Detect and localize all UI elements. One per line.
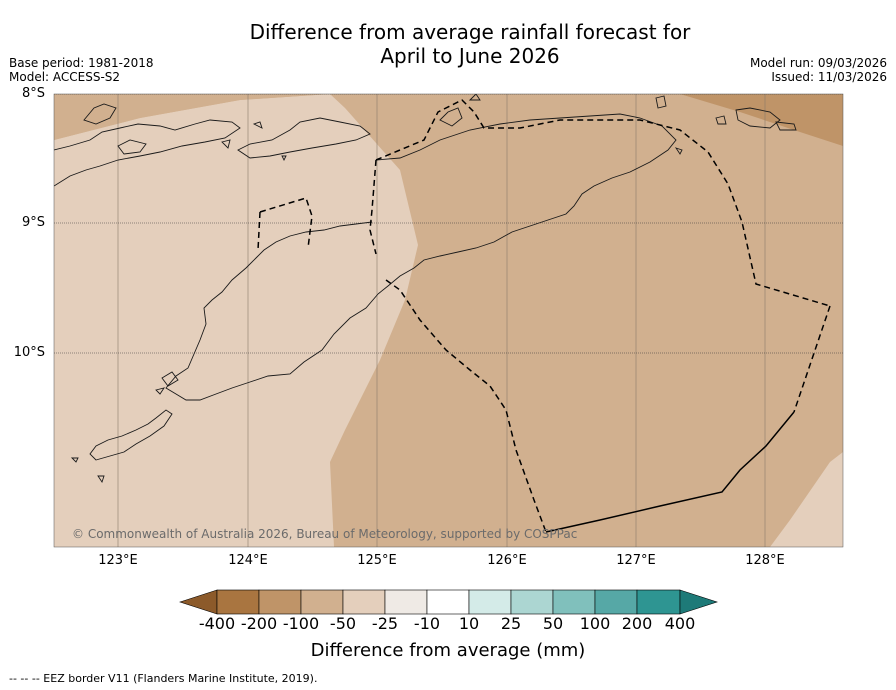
zone-minus-100-northeast bbox=[680, 94, 843, 146]
lat-label-9s: 9°S bbox=[21, 215, 45, 230]
zone-minus-25-southeast bbox=[770, 452, 843, 547]
colorbar-label: -50 bbox=[329, 614, 357, 633]
coastlines bbox=[54, 94, 797, 484]
meta-left: Base period: 1981-2018 Model: ACCESS-S2 bbox=[9, 56, 154, 84]
lon-label-126e: 126°E bbox=[487, 553, 527, 568]
colorbar-label: -400 bbox=[198, 614, 236, 633]
eez-border bbox=[257, 99, 831, 533]
model-run: Model run: 09/03/2026 bbox=[749, 56, 887, 70]
lat-label-8s: 8°S bbox=[21, 86, 45, 101]
colorbar-label: 25 bbox=[500, 614, 522, 633]
colorbar-label: -100 bbox=[282, 614, 320, 633]
zone-minus-25-west bbox=[54, 94, 418, 547]
base-period: Base period: 1981-2018 bbox=[9, 56, 154, 70]
title-line-1: Difference from average rainfall forecas… bbox=[249, 20, 691, 44]
colorbar-label: 400 bbox=[664, 614, 696, 633]
copyright-notice: © Commonwealth of Australia 2026, Bureau… bbox=[72, 527, 577, 541]
title-line-2: April to June 2026 bbox=[380, 44, 560, 68]
colorbar-label: 200 bbox=[621, 614, 653, 633]
colorbar-label: -10 bbox=[413, 614, 441, 633]
colorbar-label: 100 bbox=[579, 614, 611, 633]
lat-label-10s: 10°S bbox=[13, 345, 45, 360]
lon-label-128e: 128°E bbox=[745, 553, 785, 568]
eez-footer-note: -- -- -- EEZ border V11 (Flanders Marine… bbox=[9, 672, 318, 685]
colorbar-label: 50 bbox=[542, 614, 564, 633]
lon-label-125e: 125°E bbox=[357, 553, 397, 568]
latitude-gridlines bbox=[54, 94, 843, 354]
colorbar-label: 10 bbox=[458, 614, 480, 633]
eez-solid-segment bbox=[545, 411, 795, 533]
colorbar-label: -200 bbox=[240, 614, 278, 633]
lon-label-123e: 123°E bbox=[98, 553, 138, 568]
colorbar-title: Difference from average (mm) bbox=[310, 640, 586, 661]
meta-right: Model run: 09/03/2026 Issued: 11/03/2026 bbox=[750, 56, 887, 84]
model-name: Model: ACCESS-S2 bbox=[9, 70, 121, 84]
map-title: Difference from average rainfall forecas… bbox=[170, 20, 770, 68]
issued-date: Issued: 11/03/2026 bbox=[771, 70, 887, 84]
longitude-gridlines bbox=[117, 94, 766, 547]
colorbar-label: -25 bbox=[371, 614, 399, 633]
lon-label-124e: 124°E bbox=[228, 553, 268, 568]
zone-minus-50-northwest bbox=[54, 94, 330, 140]
lon-label-127e: 127°E bbox=[616, 553, 656, 568]
map-frame bbox=[53, 93, 844, 548]
